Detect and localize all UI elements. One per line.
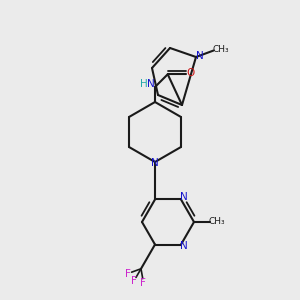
Text: H: H	[140, 79, 148, 89]
Text: N: N	[196, 51, 204, 61]
Text: F: F	[131, 276, 137, 286]
Text: N: N	[180, 193, 188, 202]
Text: N: N	[151, 158, 159, 168]
Text: N: N	[147, 79, 155, 89]
Text: CH₃: CH₃	[209, 218, 225, 226]
Text: O: O	[187, 68, 195, 78]
Text: F: F	[140, 278, 146, 288]
Text: F: F	[125, 268, 131, 279]
Text: CH₃: CH₃	[212, 45, 229, 54]
Text: N: N	[180, 241, 188, 250]
